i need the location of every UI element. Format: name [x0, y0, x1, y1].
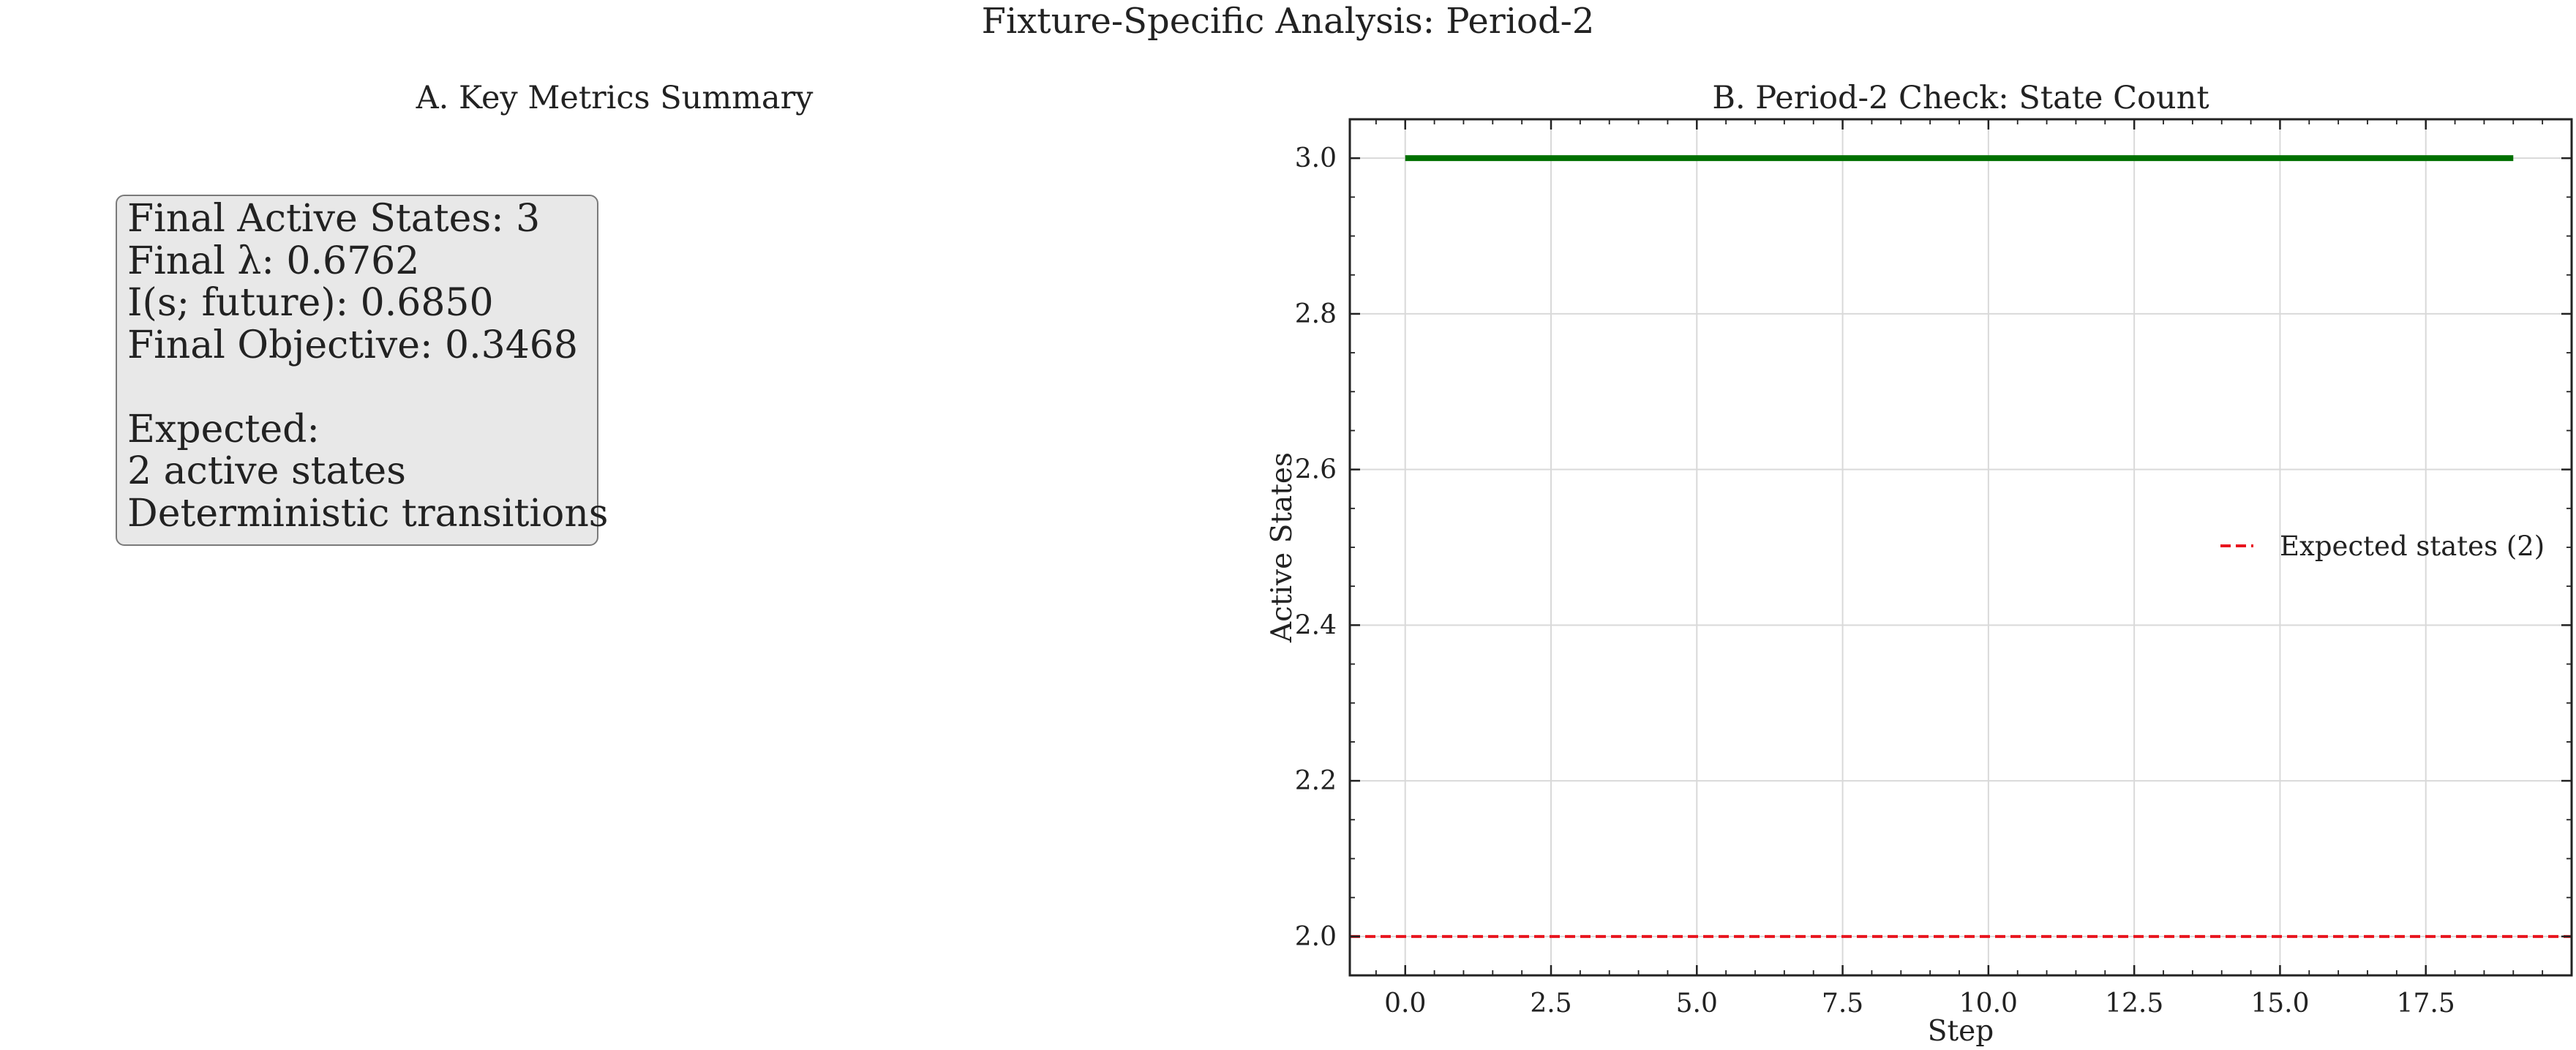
x-tick-label: 2.5 — [1530, 989, 1571, 1019]
metric-line-mutual-information: I(s; future): 0.6850 — [127, 281, 494, 325]
figure-title: Fixture-Specific Analysis: Period-2 — [981, 1, 1595, 42]
x-tick-label: 12.5 — [2105, 989, 2163, 1019]
metric-line-expected-heading: Expected: — [127, 407, 320, 451]
y-tick-label: 3.0 — [1295, 143, 1337, 173]
metric-line-expected-transitions: Deterministic transitions — [127, 491, 609, 536]
axis-ticks: 0.0 2.5 5.0 7.5 10.0 12.5 15.0 17.5 2.0 2.2 2.4 2.6… — [1295, 119, 2572, 1019]
x-tick-label: 0.0 — [1384, 989, 1426, 1019]
metric-line-expected-states: 2 active states — [127, 449, 406, 493]
panel-a-title: A. Key Metrics Summary — [416, 80, 814, 116]
x-tick-label: 15.0 — [2250, 989, 2309, 1019]
y-tick-label: 2.6 — [1295, 455, 1337, 485]
x-tick-label: 7.5 — [1822, 989, 1863, 1019]
metric-line-objective: Final Objective: 0.3468 — [127, 323, 578, 367]
metric-line-active-states: Final Active States: 3 — [127, 197, 541, 241]
y-tick-label: 2.4 — [1295, 610, 1337, 640]
x-axis-label: Step — [1928, 1015, 1994, 1048]
y-tick-label: 2.8 — [1295, 299, 1337, 329]
x-tick-label: 5.0 — [1676, 989, 1718, 1019]
chart-legend: Expected states (2) — [2220, 530, 2545, 562]
chart-title: B. Period-2 Check: State Count — [1712, 80, 2209, 116]
metrics-summary-box: Final Active States: 3 Final λ: 0.6762 I… — [116, 195, 609, 546]
x-tick-label: 17.5 — [2397, 989, 2455, 1019]
legend-label: Expected states (2) — [2280, 530, 2545, 562]
x-tick-label: 10.0 — [1959, 989, 2018, 1019]
y-tick-label: 2.0 — [1295, 922, 1337, 952]
metric-line-lambda: Final λ: 0.6762 — [127, 239, 420, 283]
y-tick-label: 2.2 — [1295, 766, 1337, 796]
y-axis-label: Active States — [1266, 452, 1299, 643]
